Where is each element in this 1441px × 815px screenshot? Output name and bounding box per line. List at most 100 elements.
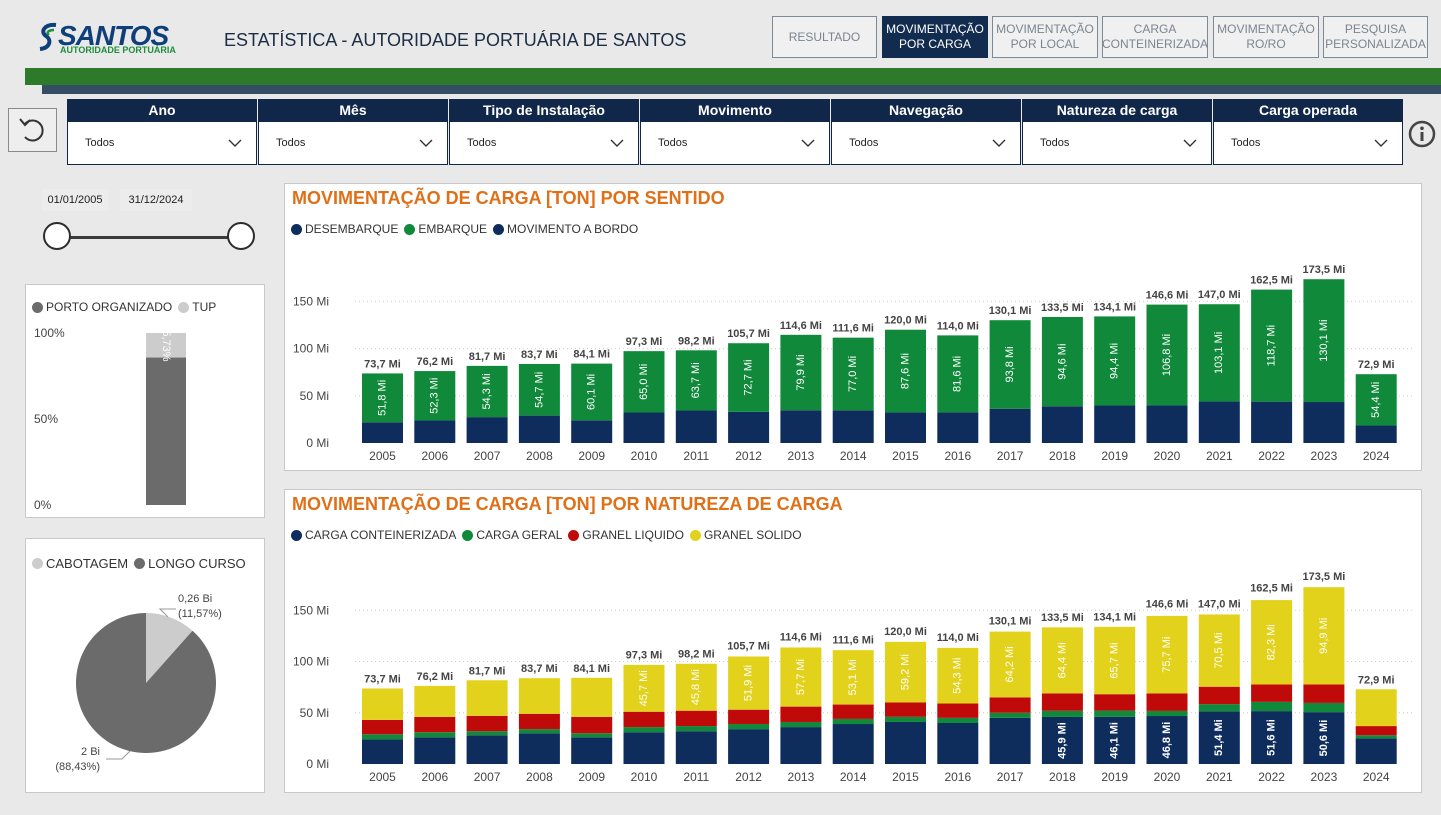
bar-segment[interactable] [1094, 694, 1136, 711]
bar-segment[interactable] [937, 703, 979, 718]
bar-segment[interactable] [518, 713, 560, 730]
bar-segment[interactable] [885, 716, 926, 722]
legend-item[interactable]: DESEMBARQUE [291, 222, 398, 236]
date-end[interactable]: 31/12/2024 [120, 189, 192, 211]
date-start[interactable]: 01/01/2005 [42, 189, 108, 211]
bar-segment[interactable] [1094, 716, 1136, 764]
date-slider-track[interactable] [57, 236, 241, 239]
legend-item[interactable]: GRANEL LIQUIDO [568, 528, 684, 542]
date-slider-end-handle[interactable] [227, 222, 255, 250]
bar-segment[interactable] [937, 717, 979, 723]
bar-segment[interactable] [571, 737, 613, 764]
bar-segment[interactable] [832, 650, 874, 705]
filter-dropdown[interactable]: Todos [258, 122, 448, 165]
bar-segment[interactable] [466, 365, 508, 418]
bar-segment[interactable] [989, 631, 1031, 698]
bar-segment[interactable] [623, 664, 665, 712]
bar-segment[interactable] [518, 733, 560, 764]
bar-segment-tup[interactable] [146, 333, 186, 358]
bar-segment[interactable] [1251, 600, 1293, 685]
bar-segment[interactable] [1251, 701, 1293, 712]
nav-button-2[interactable]: MOVIMENTAÇÃO POR CARGA [882, 16, 988, 58]
bar-segment[interactable] [1146, 710, 1188, 717]
bar-segment[interactable] [780, 727, 822, 764]
bar-segment[interactable] [1041, 627, 1083, 694]
bar-segment[interactable] [623, 412, 665, 443]
legend-item-cabotagem[interactable]: CABOTAGEM [32, 556, 128, 571]
bar-segment[interactable] [466, 417, 508, 443]
bar-segment[interactable] [1146, 304, 1188, 406]
bar-segment[interactable] [571, 733, 613, 738]
bar-segment[interactable] [1146, 405, 1188, 443]
pie-slice-cabotagem[interactable] [146, 613, 193, 683]
bar-segment[interactable] [780, 410, 822, 443]
bar-segment[interactable] [623, 711, 665, 728]
reset-filters-button[interactable] [8, 108, 57, 152]
filter-dropdown[interactable]: Todos [640, 122, 830, 165]
bar-segment[interactable] [780, 721, 822, 728]
bar-segment[interactable] [1094, 710, 1136, 717]
bar-segment[interactable] [571, 363, 613, 421]
bar-segment-porto[interactable] [146, 357, 186, 505]
bar-segment[interactable] [623, 727, 665, 733]
bar-segment[interactable] [414, 716, 456, 733]
bar-segment[interactable] [780, 334, 822, 411]
bar-segment[interactable] [1303, 279, 1345, 403]
bar-segment[interactable] [1094, 405, 1136, 443]
legend-item[interactable]: EMBARQUE [404, 222, 487, 236]
bar-segment[interactable] [937, 412, 979, 443]
bar-segment[interactable] [1198, 686, 1240, 705]
bar-segment[interactable] [885, 702, 926, 717]
filter-dropdown[interactable]: Todos [67, 122, 257, 165]
bar-segment[interactable] [1303, 684, 1345, 703]
bar-segment[interactable] [1355, 689, 1397, 727]
bar-segment[interactable] [362, 422, 403, 443]
bar-segment[interactable] [1355, 726, 1397, 736]
bar-segment[interactable] [937, 723, 979, 764]
bar-segment[interactable] [414, 737, 456, 764]
bar-segment[interactable] [1355, 425, 1397, 443]
bar-segment[interactable] [623, 732, 665, 764]
bar-segment[interactable] [1251, 289, 1293, 402]
bar-segment[interactable] [1041, 710, 1083, 717]
bar-segment[interactable] [518, 729, 560, 734]
legend-item[interactable]: CARGA CONTEINERIZADA [291, 528, 456, 542]
bar-segment[interactable] [362, 373, 403, 423]
bar-segment[interactable] [414, 732, 456, 738]
nav-button-6[interactable]: PESQUISA PERSONALIZADA [1323, 16, 1428, 58]
bar-segment[interactable] [1198, 711, 1240, 764]
bar-segment[interactable] [1041, 716, 1083, 764]
bar-segment[interactable] [728, 656, 770, 710]
nav-button-1[interactable]: RESULTADO [772, 16, 877, 58]
legend-item-tup[interactable]: TUP [178, 300, 216, 314]
bar-segment[interactable] [518, 363, 560, 416]
bar-segment[interactable] [466, 680, 508, 716]
bar-segment[interactable] [1146, 693, 1188, 711]
bar-segment[interactable] [1303, 702, 1345, 713]
bar-segment[interactable] [675, 663, 717, 711]
bar-segment[interactable] [728, 343, 770, 412]
bar-segment[interactable] [675, 726, 717, 732]
bar-segment[interactable] [1146, 716, 1188, 764]
legend-item[interactable]: MOVIMENTO A BORDO [493, 222, 638, 236]
bar-segment[interactable] [1146, 615, 1188, 694]
bar-segment[interactable] [937, 335, 979, 413]
filter-dropdown[interactable]: Todos [831, 122, 1021, 165]
filter-dropdown[interactable]: Todos [449, 122, 639, 165]
legend-item-longo-curso[interactable]: LONGO CURSO [134, 556, 246, 571]
info-icon[interactable] [1408, 120, 1436, 148]
bar-segment[interactable] [832, 337, 874, 411]
bar-segment[interactable] [362, 688, 403, 720]
bar-segment[interactable] [832, 724, 874, 764]
bar-segment[interactable] [832, 410, 874, 443]
bar-segment[interactable] [414, 420, 456, 443]
bar-segment[interactable] [1303, 712, 1345, 764]
bar-segment[interactable] [728, 724, 770, 730]
bar-segment[interactable] [1355, 374, 1397, 426]
bar-segment[interactable] [362, 719, 403, 735]
bar-segment[interactable] [571, 677, 613, 717]
bar-segment[interactable] [623, 351, 665, 413]
bar-segment[interactable] [780, 647, 822, 707]
bar-segment[interactable] [989, 320, 1031, 409]
filter-dropdown[interactable]: Todos [1022, 122, 1212, 165]
